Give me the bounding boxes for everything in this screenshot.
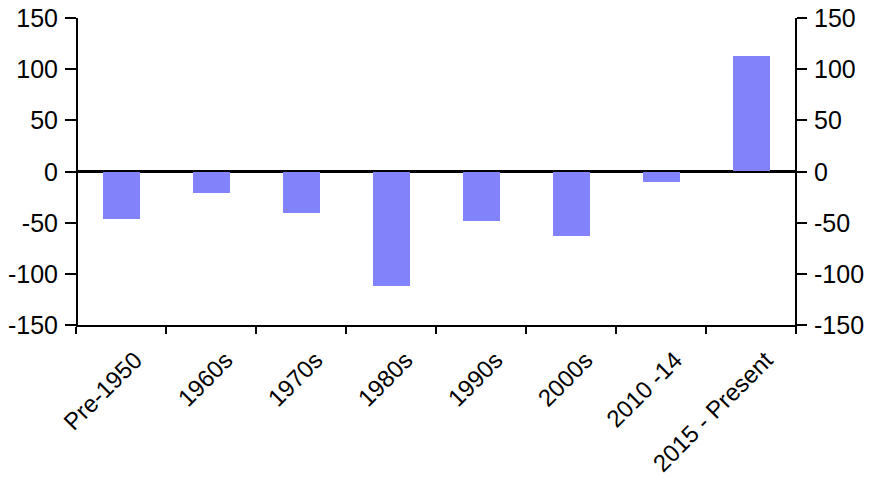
y-axis-left-tick-label: 150 (16, 5, 58, 31)
x-axis-tick (435, 327, 437, 334)
x-axis-tick (795, 327, 797, 334)
x-axis-category-label: 1960s (173, 347, 238, 412)
x-axis-category-label: 2010 -14 (602, 347, 687, 432)
bar-1990s (463, 172, 500, 221)
bar-pre-1950 (103, 172, 140, 219)
x-axis-tick (345, 327, 347, 334)
x-axis-category-label: 1980s (353, 347, 418, 412)
x-axis-tick (75, 327, 77, 334)
x-axis-category-label: 1970s (263, 347, 328, 412)
y-axis-right-tick-label: 150 (814, 5, 856, 31)
y-axis-left-tick-label: -100 (8, 261, 58, 287)
y-axis-right-tick (797, 68, 807, 70)
bar-1960s (193, 172, 230, 193)
y-axis-right-tick (797, 222, 807, 224)
y-axis-left-tick (65, 324, 76, 326)
x-axis-tick (255, 327, 257, 334)
y-axis-right-tick-label: 50 (814, 107, 842, 133)
y-axis-right-tick-label: 0 (814, 159, 828, 185)
bar-2010-14 (643, 172, 680, 182)
y-axis-right-tick (797, 119, 807, 121)
y-axis-left-tick (65, 119, 76, 121)
x-axis-tick (615, 327, 617, 334)
x-axis-tick (525, 327, 527, 334)
y-axis-left-tick (65, 68, 76, 70)
bar-2015-present (733, 56, 770, 172)
y-axis-left-tick-label: 100 (16, 56, 58, 82)
x-axis-tick (705, 327, 707, 334)
y-axis-left-tick (65, 273, 76, 275)
bar-1980s (373, 172, 410, 287)
y-axis-left-tick-label: -150 (8, 312, 58, 338)
bar-1970s (283, 172, 320, 214)
x-axis-category-label: 1990s (443, 347, 508, 412)
bar-chart: 150 100 50 0 -50 -100 -150 150 100 50 0 -50 -100 -15… (0, 0, 873, 481)
y-axis-right-tick (797, 324, 807, 326)
x-axis-category-label: 2000s (533, 347, 598, 412)
y-axis-left-tick-label: 50 (30, 107, 58, 133)
y-axis-right-tick-label: -100 (814, 261, 864, 287)
y-axis-right-tick (797, 273, 807, 275)
x-axis-tick (165, 327, 167, 334)
y-axis-right-tick-label: -150 (814, 312, 864, 338)
zero-line (76, 170, 796, 173)
bar-2000s (553, 172, 590, 236)
x-axis-category-label: Pre-1950 (59, 347, 147, 435)
y-axis-left-tick (65, 171, 76, 173)
y-axis-left-tick-label: 0 (44, 159, 58, 185)
y-axis-right-tick (797, 17, 807, 19)
y-axis-right-tick-label: 100 (814, 56, 856, 82)
y-axis-left-tick (65, 17, 76, 19)
y-axis-right-tick (797, 171, 807, 173)
y-axis-right-tick-label: -50 (814, 210, 850, 236)
y-axis-left-tick-label: -50 (22, 210, 58, 236)
y-axis-left-tick (65, 222, 76, 224)
